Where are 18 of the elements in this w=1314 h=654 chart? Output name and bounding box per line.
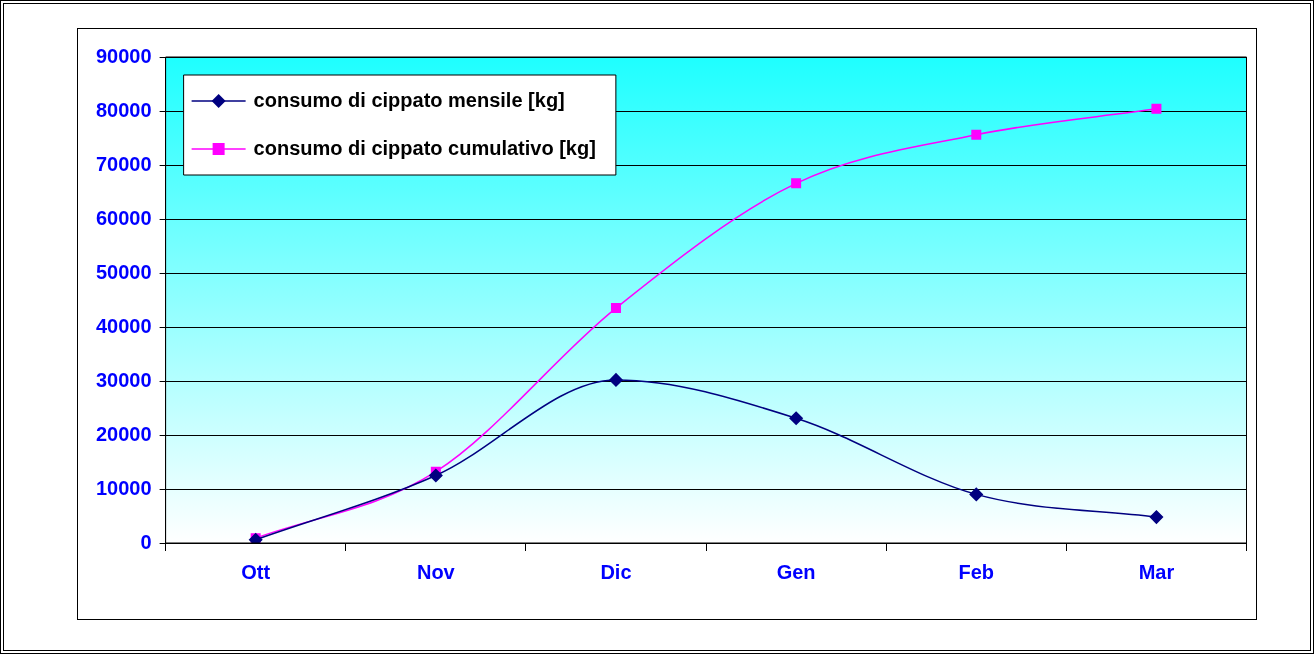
- y-tick-label: 80000: [95, 98, 152, 121]
- y-tick-label: 60000: [95, 206, 152, 229]
- x-tick-label: Mar: [1138, 560, 1175, 583]
- legend-label: consumo di cippato cumulativo [kg]: [253, 136, 596, 159]
- y-tick-label: 90000: [95, 44, 152, 67]
- y-tick-label: 0: [140, 530, 152, 553]
- x-tick-label: Ott: [241, 560, 271, 583]
- x-tick-label: Gen: [776, 560, 816, 583]
- x-tick-label: Nov: [416, 560, 456, 583]
- y-tick-label: 10000: [95, 476, 152, 499]
- y-tick-label: 70000: [95, 152, 152, 175]
- legend-label: consumo di cippato mensile [kg]: [253, 88, 565, 111]
- y-tick-label: 20000: [95, 422, 152, 445]
- y-tick-label: 50000: [95, 260, 152, 283]
- y-tick-label: 30000: [95, 368, 152, 391]
- x-tick-label: Dic: [600, 560, 632, 583]
- x-tick-label: Feb: [958, 560, 995, 583]
- y-tick-label: 40000: [95, 314, 152, 337]
